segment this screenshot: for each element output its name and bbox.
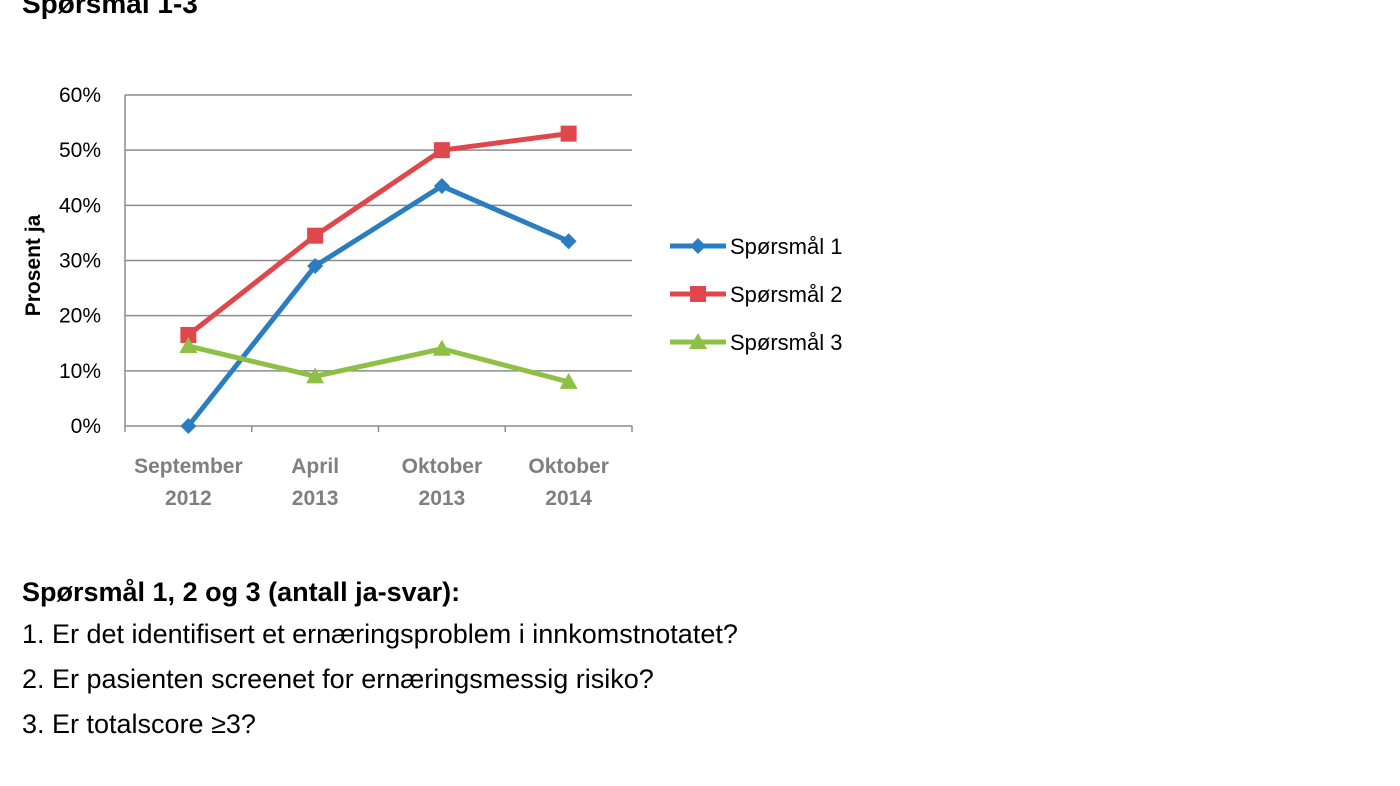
legend-label: Spørsmål 2 xyxy=(730,282,842,307)
x-tick-label: April 2013 xyxy=(291,455,339,510)
legend-label: Spørsmål 3 xyxy=(730,330,842,355)
series-line xyxy=(185,131,572,338)
x-tick-label: Oktober 2013 xyxy=(402,455,483,510)
x-tick-label: Oktober 2014 xyxy=(528,455,609,510)
legend-marker xyxy=(689,333,707,349)
y-tick-label: 50% xyxy=(59,139,101,162)
y-tick-label: 10% xyxy=(59,360,101,383)
line-chart: 0% 10% 20% 30% 40% 50% 60% September 2012 April 20… xyxy=(22,84,842,510)
question-notes: Spørsmål 1, 2 og 3 (antall ja-svar): 1. … xyxy=(22,572,738,747)
legend-label: Spørsmål 1 xyxy=(730,234,842,259)
data-point xyxy=(180,326,197,343)
notes-item: 3. Er totalscore ≥3? xyxy=(22,709,256,739)
series-line xyxy=(185,343,572,385)
data-point xyxy=(560,233,577,250)
data-point xyxy=(307,258,324,275)
y-tick-label: 20% xyxy=(59,305,101,328)
data-point xyxy=(433,178,450,195)
notes-item: 2. Er pasienten screenet for ernæringsme… xyxy=(22,664,654,694)
data-point xyxy=(180,418,197,434)
y-tick-label: 40% xyxy=(59,194,101,217)
data-point xyxy=(307,227,324,244)
data-point xyxy=(306,367,325,384)
y-axis-title: Prosent ja xyxy=(22,214,45,316)
legend-marker xyxy=(690,238,706,254)
legend-marker xyxy=(690,286,706,302)
x-tick-label: September 2012 xyxy=(134,455,243,510)
series-line xyxy=(185,183,572,429)
y-tick-label: 60% xyxy=(59,84,101,107)
y-tick-label: 0% xyxy=(71,415,101,438)
notes-list: 1. Er det identifisert et ernæringsprobl… xyxy=(22,612,738,747)
y-tick-label: 30% xyxy=(59,250,101,273)
data-point xyxy=(432,339,451,356)
data-point xyxy=(559,372,578,389)
data-point xyxy=(179,337,198,354)
data-point xyxy=(560,125,577,142)
data-point xyxy=(433,142,450,159)
page-title: Spørsmål 1-3 xyxy=(22,0,198,19)
notes-heading: Spørsmål 1, 2 og 3 (antall ja-svar): xyxy=(22,577,461,607)
notes-item: 1. Er det identifisert et ernæringsprobl… xyxy=(22,619,738,649)
